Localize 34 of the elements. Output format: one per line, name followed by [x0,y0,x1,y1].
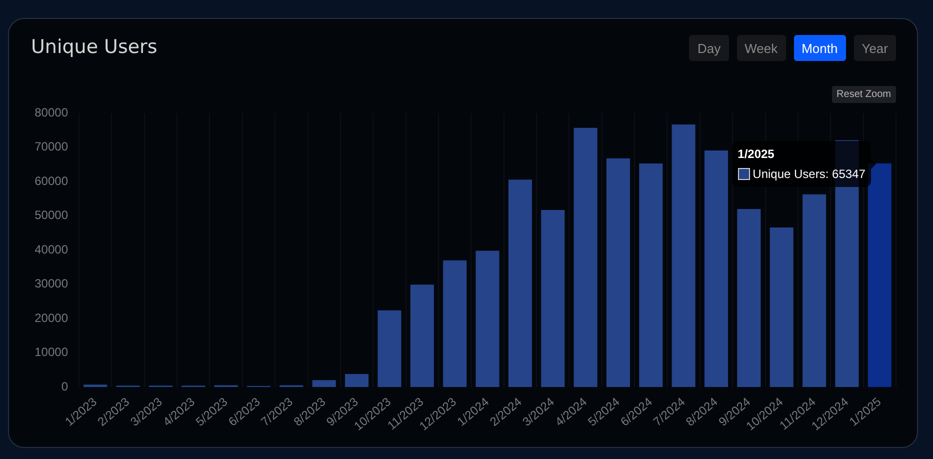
period-button[interactable]: Week [736,35,786,61]
annotation: 1/2025 [738,147,776,162]
bar [802,194,826,387]
bar [443,260,467,387]
y-tick-label: 30000 [34,276,68,291]
y-tick-label: 0 [61,379,68,394]
bar [410,284,434,387]
bar [639,164,663,387]
bar [541,210,565,387]
bar [770,228,794,387]
bar [868,163,892,387]
y-tick-label: 60000 [34,174,68,188]
bar [737,209,761,387]
chart-title: Unique Users [31,36,158,58]
bar [312,380,336,387]
y-tick-label: 50000 [34,208,68,222]
bar [672,124,696,387]
y-tick-label: 80000 [34,106,68,120]
bar [378,310,402,387]
bar [508,180,532,387]
period-button[interactable]: Month [794,35,846,61]
period-button[interactable]: Year [854,35,896,61]
bar [704,150,728,387]
y-tick-label: 40000 [34,242,68,256]
zoom-reset-button[interactable]: Reset Zoom [832,86,896,103]
bar [574,128,598,387]
y-tick-label: 70000 [34,140,68,154]
bar [606,158,630,387]
y-tick-label: 10000 [34,345,68,360]
y-tick-label: 20000 [34,310,68,325]
bar [345,374,369,387]
period-button[interactable]: Day [689,35,729,61]
bar [476,250,500,387]
annotation: Unique Users: 65347 [752,167,866,182]
